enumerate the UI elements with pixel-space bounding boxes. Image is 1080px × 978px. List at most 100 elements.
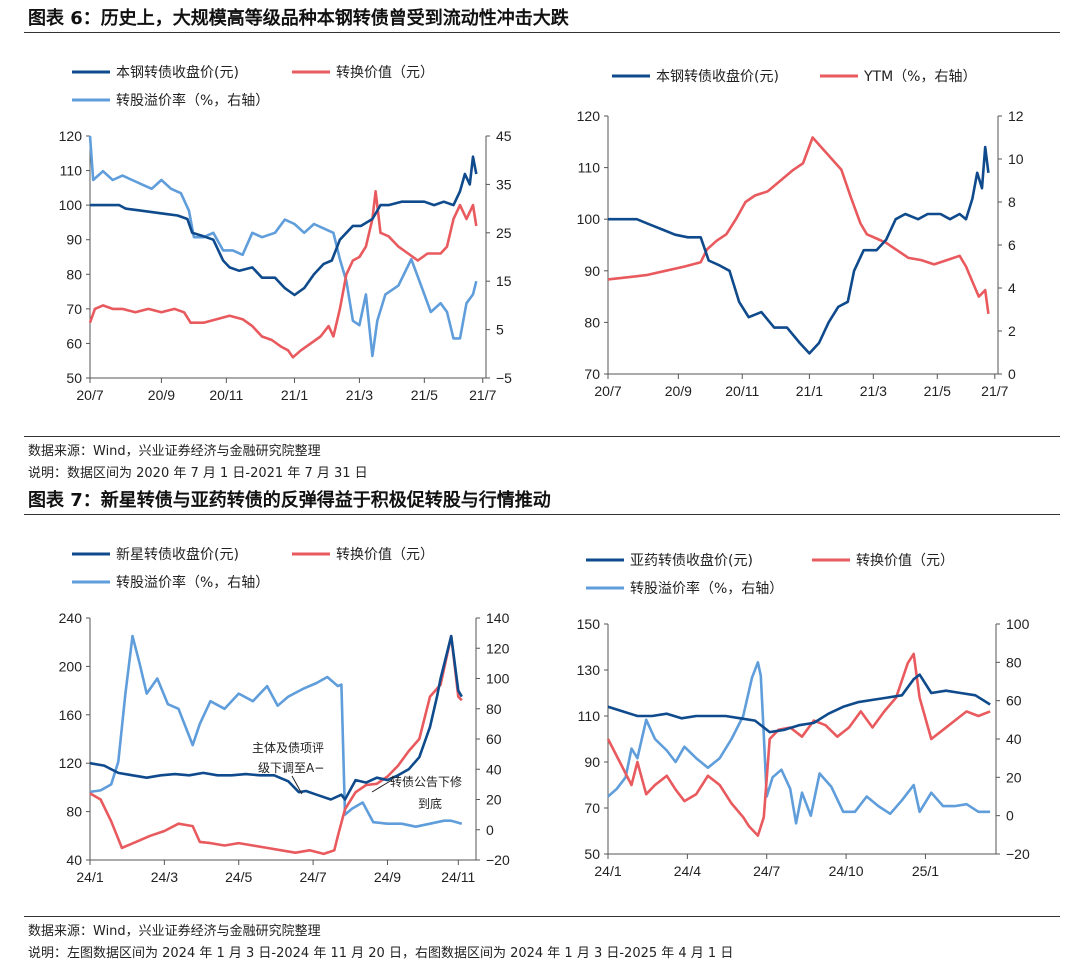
right-axis-tick-label: 120 xyxy=(486,640,510,656)
legend-label-1: 转换价值（元） xyxy=(336,546,434,563)
series-line-2 xyxy=(89,634,463,828)
legend-label-0: 本钢转债收盘价(元) xyxy=(656,68,779,85)
x-axis-tick-label: 20/7 xyxy=(594,383,621,399)
legend-label-0: 本钢转债收盘价(元) xyxy=(116,64,239,81)
left-axis-tick-label: 80 xyxy=(66,266,82,282)
x-axis-tick-label: 24/11 xyxy=(441,869,475,885)
figure-6-bottom-rule xyxy=(24,436,1060,437)
figure-7-bottom-rule xyxy=(24,916,1060,917)
left-axis-tick-label: 100 xyxy=(577,211,601,227)
right-axis-tick-label: 5 xyxy=(496,322,504,338)
legend-label-0: 新星转债收盘价(元) xyxy=(116,546,239,563)
right-axis-tick-label: 4 xyxy=(1008,280,1016,296)
left-axis-tick-label: 160 xyxy=(59,707,83,723)
left-axis-tick-label: 80 xyxy=(584,314,600,330)
right-axis-tick-label: 20 xyxy=(486,792,502,808)
figure-7-title: 图表 7：新星转债与亚药转债的反弹得益于积极促转股与行情推动 xyxy=(28,490,551,511)
right-axis-tick-label: −5 xyxy=(496,370,512,386)
series-line-2 xyxy=(607,661,991,825)
x-axis-tick-label: 21/1 xyxy=(796,383,823,399)
figure-6-source: 数据来源：Wind，兴业证券经济与金融研究院整理 xyxy=(28,444,321,459)
left-axis-tick-label: 80 xyxy=(66,804,82,820)
series-line-2 xyxy=(88,135,478,358)
right-axis-tick-label: 45 xyxy=(496,128,512,144)
figure-6-top-rule xyxy=(24,32,1060,33)
right-axis-tick-label: −20 xyxy=(486,852,510,868)
x-axis-tick-label: 24/4 xyxy=(674,863,701,879)
x-axis-tick-label: 24/5 xyxy=(225,869,252,885)
left-axis-tick-label: 100 xyxy=(59,197,83,213)
left-axis-tick-label: 110 xyxy=(60,163,83,179)
x-axis-tick-label: 24/1 xyxy=(76,869,103,885)
legend-label-0: 亚药转债收盘价(元) xyxy=(630,552,753,569)
legend-label-2: 转股溢价率（%，右轴） xyxy=(116,92,269,109)
x-axis-tick-label: 21/5 xyxy=(924,383,951,399)
legend-label-2: 转股溢价率（%，右轴） xyxy=(630,580,783,597)
figure-7-source: 数据来源：Wind，兴业证券经济与金融研究院整理 xyxy=(28,924,321,939)
x-axis-tick-label: 21/1 xyxy=(281,387,308,403)
x-axis-tick-label: 21/7 xyxy=(981,383,1008,399)
left-axis-tick-label: 50 xyxy=(584,846,600,862)
legend-label-1: YTM（%，右轴） xyxy=(863,69,977,85)
left-axis-tick-label: 50 xyxy=(66,370,82,386)
left-axis-tick-label: 120 xyxy=(59,755,83,771)
right-axis-tick-label: 12 xyxy=(1008,108,1024,124)
left-axis-tick-label: 70 xyxy=(584,800,600,816)
series-line-0 xyxy=(90,155,478,297)
left-axis-tick-label: 90 xyxy=(66,232,82,248)
left-axis-tick-label: 120 xyxy=(59,128,83,144)
left-axis-tick-label: 200 xyxy=(59,658,83,674)
right-axis-tick-label: 6 xyxy=(1008,237,1016,253)
x-axis-tick-label: 24/7 xyxy=(753,863,780,879)
right-axis-tick-label: 140 xyxy=(486,610,510,626)
right-axis-tick-label: 2 xyxy=(1008,323,1016,339)
chart-yayao-price-conversion-premium: 50 70 90 110 130 150 −20 0 20 40 60 80 100 24/1 24/4 24… xyxy=(577,552,1030,879)
left-axis-tick-label: 60 xyxy=(66,335,82,351)
series-line-1 xyxy=(89,634,463,856)
annotation-rating-downgrade-line2: 级下调至A− xyxy=(258,761,324,775)
x-axis-tick-label: 20/7 xyxy=(76,387,103,403)
right-axis-tick-label: 40 xyxy=(486,761,502,777)
right-axis-tick-label: 80 xyxy=(1006,654,1022,670)
left-axis-tick-label: 70 xyxy=(66,301,82,317)
x-axis-tick-label: 25/1 xyxy=(912,863,939,879)
x-axis-tick-label: 21/3 xyxy=(860,383,887,399)
left-axis-tick-label: 110 xyxy=(578,160,601,176)
figure-6-title: 图表 6：历史上，大规模高等级品种本钢转债曾受到流动性冲击大跌 xyxy=(28,8,569,29)
series-line-1 xyxy=(88,190,478,359)
series-line-0 xyxy=(608,145,990,355)
x-axis-tick-label: 24/9 xyxy=(374,869,401,885)
right-axis-tick-label: 35 xyxy=(496,176,512,192)
x-axis-tick-label: 20/9 xyxy=(665,383,692,399)
legend-label-1: 转换价值（元） xyxy=(336,64,434,81)
chart-bengang-price-ytm: 70 80 90 100 110 120 0 2 4 6 8 10 12 20/7 20/9 20/11 21/… xyxy=(577,68,1024,399)
right-axis-tick-label: 0 xyxy=(486,822,494,838)
left-axis-tick-label: 70 xyxy=(584,366,600,382)
annotation-reset-line2: 到底 xyxy=(418,796,442,811)
right-axis-tick-label: 100 xyxy=(1006,616,1030,632)
figure-7-top-rule xyxy=(24,514,1060,515)
right-axis-tick-label: 40 xyxy=(1006,731,1022,747)
legend-label-1: 转换价值（元） xyxy=(856,552,954,569)
right-axis-tick-label: 8 xyxy=(1008,194,1016,210)
series-line-0 xyxy=(89,634,463,801)
left-axis-tick-label: 40 xyxy=(66,852,82,868)
annotation-rating-arrow xyxy=(291,775,303,795)
right-axis-tick-label: 15 xyxy=(496,273,512,289)
x-axis-tick-label: 24/3 xyxy=(151,869,178,885)
right-axis-tick-label: −20 xyxy=(1006,846,1030,862)
left-axis-tick-label: 110 xyxy=(578,708,601,724)
right-axis-tick-label: 60 xyxy=(486,731,502,747)
series-line-0 xyxy=(607,673,991,734)
x-axis-tick-label: 21/3 xyxy=(346,387,373,403)
figure-6-note: 说明：数据区间为 2020 年 7 月 1 日-2021 年 7 月 31 日 xyxy=(28,466,368,481)
x-axis-tick-label: 21/7 xyxy=(469,387,496,403)
chart-bengang-price-conversion-premium: 50 60 70 80 90 100 110 120 −5 5 15 25 35 45 20/7 20/9 20… xyxy=(59,64,513,403)
left-axis-tick-label: 90 xyxy=(584,263,600,279)
right-axis-tick-label: 0 xyxy=(1008,366,1016,382)
left-axis-tick-label: 130 xyxy=(577,662,601,678)
legend-label-2: 转股溢价率（%，右轴） xyxy=(116,574,269,591)
right-axis-tick-label: 25 xyxy=(496,225,512,241)
chart-xinxing-price-conversion-premium: 40 80 120 160 200 240 −20 0 20 40 60 80 100 120 140 24/… xyxy=(59,546,510,885)
right-axis-tick-label: 60 xyxy=(1006,693,1022,709)
